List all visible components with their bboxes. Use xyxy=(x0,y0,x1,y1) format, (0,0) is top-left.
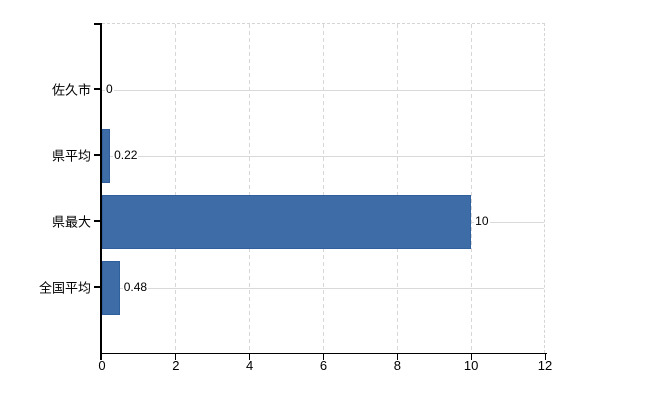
bar-1 xyxy=(102,129,110,183)
plot-area: 0 0.22 10 0.48 xyxy=(102,23,545,353)
x-axis-tick xyxy=(544,354,546,360)
x-tick-label: 10 xyxy=(463,358,479,373)
bar-2 xyxy=(102,195,471,249)
x-axis-tick xyxy=(100,354,102,360)
v-gridline-8 xyxy=(396,24,398,353)
v-gridline-2 xyxy=(175,24,177,353)
x-axis-tick xyxy=(323,354,324,360)
bar-3 xyxy=(102,261,120,315)
category-label: 全国平均 xyxy=(38,280,91,296)
y-axis-cap-tick xyxy=(94,23,101,25)
y-axis-tick xyxy=(94,220,101,222)
bar-data-label: 0.48 xyxy=(122,280,149,295)
h-gridline xyxy=(102,287,544,289)
x-tick-label: 6 xyxy=(319,358,328,373)
x-axis-tick xyxy=(249,354,251,360)
x-tick-label: 0 xyxy=(98,358,106,373)
h-gridline xyxy=(102,89,544,91)
v-gridline-4 xyxy=(249,24,251,353)
y-axis-tick xyxy=(94,286,101,288)
y-axis-tick xyxy=(94,88,101,90)
x-tick-label: 4 xyxy=(246,358,254,373)
category-label: 県最大 xyxy=(51,214,91,230)
h-gridline xyxy=(102,155,544,157)
x-axis-line xyxy=(100,353,547,354)
x-tick-label: 8 xyxy=(393,358,401,373)
x-axis-tick xyxy=(470,354,472,360)
y-axis-tick xyxy=(94,154,101,156)
v-gridline-6 xyxy=(323,24,324,353)
bar-data-label: 0 xyxy=(105,82,114,97)
category-label: 佐久市 xyxy=(51,82,91,98)
bar-data-label: 0.22 xyxy=(113,148,139,163)
bar-data-label: 10 xyxy=(474,214,490,229)
x-axis-tick xyxy=(396,354,398,360)
v-gridline-10 xyxy=(470,24,472,353)
x-tick-label: 2 xyxy=(172,358,180,373)
x-axis-tick xyxy=(175,354,177,360)
x-tick-label: 12 xyxy=(537,358,553,373)
y-axis-line xyxy=(100,23,102,353)
category-label: 県平均 xyxy=(51,148,91,164)
